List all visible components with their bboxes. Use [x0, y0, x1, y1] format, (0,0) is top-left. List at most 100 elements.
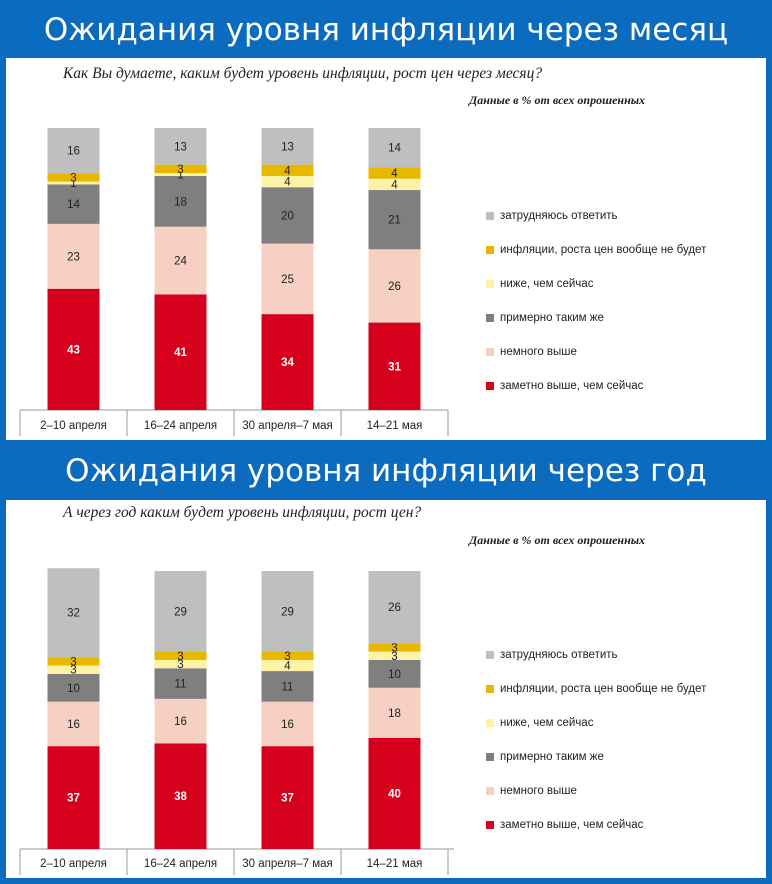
- legend-swatch: [486, 314, 494, 322]
- data-label: 18: [388, 708, 401, 720]
- data-label: 3: [284, 651, 290, 663]
- bar-segment: [368, 128, 421, 168]
- data-label: 41: [174, 347, 187, 359]
- data-label: 32: [67, 608, 80, 620]
- bar-segment: [261, 671, 314, 702]
- data-label: 3: [70, 665, 76, 677]
- legend-item: инфляции, роста цен вообще не будет: [486, 242, 706, 258]
- bar-segment: [154, 698, 207, 744]
- bar-segment: [261, 701, 314, 747]
- bar-segment: [154, 668, 207, 699]
- legend-item: немного выше: [486, 344, 577, 360]
- section-divider: [6, 440, 766, 442]
- chart1-question: Как Вы думаете, каким будет уровень инфл…: [63, 65, 543, 82]
- data-label: 3: [70, 172, 76, 184]
- bar-segment: [261, 659, 314, 672]
- data-label: 4: [391, 168, 398, 180]
- bar-segment: [261, 314, 314, 410]
- bar-segment: [368, 651, 421, 660]
- legend-swatch: [486, 212, 494, 220]
- bar-segment: [261, 187, 314, 244]
- bar-segment: [154, 173, 207, 176]
- data-label: 11: [175, 679, 187, 691]
- bar-segment: [154, 571, 207, 652]
- data-label: 3: [177, 651, 183, 663]
- data-label: 13: [174, 141, 187, 153]
- data-label: 16: [174, 716, 187, 728]
- data-label: 29: [281, 606, 294, 618]
- bar-segment: [47, 173, 100, 182]
- data-label: 31: [388, 361, 401, 373]
- bar-segment: [261, 164, 314, 176]
- legend-label: примерно таким же: [500, 751, 604, 763]
- bar-segment: [47, 181, 100, 185]
- data-label: 3: [391, 642, 397, 654]
- bar-segment: [368, 687, 421, 738]
- legend-label: затрудняюсь ответить: [500, 210, 618, 222]
- data-label: 13: [281, 141, 294, 153]
- bar-segment: [368, 167, 421, 179]
- bar-segment: [368, 178, 421, 191]
- category-label: 2–10 апреля: [40, 858, 107, 870]
- bar-segment: [368, 249, 421, 323]
- legend-item: заметно выше, чем сейчас: [486, 378, 643, 394]
- legend-label: немного выше: [500, 785, 577, 797]
- data-label: 10: [67, 683, 80, 695]
- data-label: 38: [174, 791, 187, 803]
- bar-segment: [261, 746, 314, 849]
- legend-swatch: [486, 787, 494, 795]
- data-label: 26: [388, 281, 401, 293]
- legend-label: затрудняюсь ответить: [500, 649, 618, 661]
- bar-segment: [368, 190, 421, 250]
- data-label: 10: [388, 669, 401, 681]
- data-label: 3: [70, 656, 76, 668]
- legend-swatch: [486, 246, 494, 254]
- data-label: 11: [282, 681, 294, 693]
- category-label: 30 апреля–7 мая: [242, 420, 332, 432]
- bar-segment: [154, 164, 207, 174]
- bar-segment: [368, 643, 421, 652]
- bar-segment: [261, 128, 314, 165]
- data-label: 34: [281, 357, 294, 369]
- chart1-banner-title: Ожидания уровня инфляции через месяц: [43, 12, 729, 48]
- legend-swatch: [486, 821, 494, 829]
- bar-segment: [368, 322, 421, 410]
- legend-swatch: [486, 382, 494, 390]
- data-label: 4: [284, 165, 291, 177]
- data-label: 16: [281, 719, 294, 731]
- category-label: 16–24 апреля: [144, 420, 217, 432]
- bar-segment: [47, 701, 100, 747]
- data-label: 1: [177, 170, 183, 182]
- legend-item: затрудняюсь ответить: [486, 208, 618, 224]
- bar-segment: [47, 568, 100, 658]
- bar-segment: [368, 571, 421, 644]
- bar-segment: [47, 223, 100, 289]
- bar-segment: [47, 128, 100, 174]
- data-label: 40: [388, 788, 401, 800]
- legend-label: инфляции, роста цен вообще не будет: [500, 244, 707, 256]
- chart2-panel: А через год каким будет уровень инфляции…: [6, 500, 766, 878]
- bar-segment: [261, 651, 314, 660]
- legend-swatch: [486, 348, 494, 356]
- data-label: 4: [284, 661, 291, 673]
- bar-segment: [368, 659, 421, 688]
- data-label: 20: [281, 210, 294, 222]
- bar-segment: [261, 175, 314, 188]
- category-label: 2–10 апреля: [40, 420, 107, 432]
- data-label: 29: [174, 606, 187, 618]
- bar-segment: [47, 288, 100, 410]
- bar-segment: [261, 243, 314, 315]
- legend-item: ниже, чем сейчас: [486, 715, 593, 731]
- category-label: 30 апреля–7 мая: [242, 858, 332, 870]
- category-label: 14–21 мая: [367, 420, 423, 432]
- bar-segment: [368, 737, 421, 849]
- data-label: 3: [391, 651, 397, 663]
- chart1-legend: затрудняюсь ответить инфляции, роста цен …: [486, 58, 766, 440]
- chart1-panel: Как Вы думаете, каким будет уровень инфл…: [6, 58, 766, 440]
- bar-segment: [154, 294, 207, 410]
- legend-item: примерно таким же: [486, 310, 604, 326]
- data-label: 23: [67, 251, 80, 263]
- legend-item: ниже, чем сейчас: [486, 276, 593, 292]
